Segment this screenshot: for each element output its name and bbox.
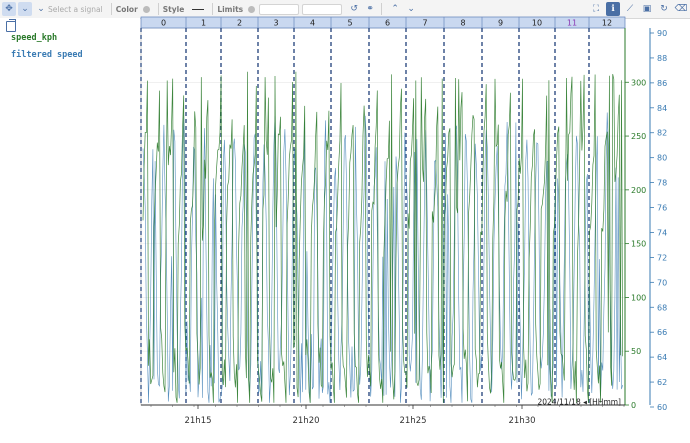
segment-label: 9 <box>498 19 503 28</box>
tick-label-right: 50 <box>631 347 641 356</box>
divider <box>381 3 383 15</box>
refresh-icon[interactable]: ↻ <box>660 4 668 14</box>
segment-label: 4 <box>310 19 315 28</box>
arrow-up-icon[interactable]: ⌃ <box>391 4 399 14</box>
tick-label-far-right: 78 <box>657 179 667 188</box>
tick-label-right: 100 <box>631 293 646 302</box>
segment-label: 11 <box>567 19 577 28</box>
limit-min-input[interactable] <box>259 3 300 15</box>
tick-label-far-right: 66 <box>657 328 667 337</box>
copy-icon[interactable] <box>6 19 16 32</box>
segment-label: 10 <box>532 19 542 28</box>
segment-label: 2 <box>237 19 242 28</box>
divider <box>110 3 112 15</box>
link-icon[interactable]: ⚭ <box>366 4 374 14</box>
style-line-icon[interactable] <box>192 8 205 10</box>
legend-filtered-speed[interactable]: filtered speed <box>11 50 83 60</box>
tick-label-far-right: 86 <box>657 79 667 88</box>
save-icon[interactable]: ▣ <box>642 4 652 14</box>
tick-label-far-right: 70 <box>657 278 667 287</box>
divider <box>212 3 214 15</box>
chart-icon[interactable]: ⟋ <box>626 4 634 14</box>
tick-label-far-right: 90 <box>657 29 667 38</box>
tick-label-far-right: 68 <box>657 303 667 312</box>
style-label: Style <box>162 4 185 14</box>
tick-label-far-right: 72 <box>657 253 667 262</box>
reset-icon[interactable]: ↺ <box>350 4 358 14</box>
tick-label-right: 250 <box>631 132 646 141</box>
tick-label-right: 300 <box>631 78 646 87</box>
time-format-label: 2024/11/18 ◂ [HHmm] <box>537 398 621 407</box>
tick-label-far-right: 84 <box>657 104 667 113</box>
legend-panel: speed_kph filtered speed <box>0 18 140 443</box>
segment-label: 1 <box>201 19 206 28</box>
tick-label-far-right: 64 <box>657 353 667 362</box>
toolbar: ✥ ⌄ ⌄ Select a signal Color Style Limits… <box>0 0 690 19</box>
segment-label: 6 <box>385 19 390 28</box>
fullscreen-icon[interactable]: ⛶ <box>592 4 600 14</box>
tick-label-right: 200 <box>631 186 646 195</box>
limits-label: Limits <box>217 4 244 14</box>
tick-label-right: 150 <box>631 240 646 249</box>
tick-label-far-right: 76 <box>657 204 667 213</box>
tick-label-far-right: 80 <box>657 154 667 163</box>
tick-label-far-right: 62 <box>657 378 667 387</box>
x-tick-label: 21h15 <box>184 416 211 426</box>
signal-select[interactable]: Select a signal <box>48 4 103 14</box>
segment-label: 3 <box>273 19 278 28</box>
limits-info-icon <box>248 5 256 13</box>
segment-label: 8 <box>460 19 465 28</box>
series-speed-kph <box>142 71 623 403</box>
trash-icon[interactable]: ⌫ <box>674 4 688 14</box>
x-tick-label: 21h30 <box>508 416 535 426</box>
series-filtered-speed <box>142 112 623 403</box>
x-tick-label: 21h20 <box>292 416 319 426</box>
info-icon[interactable]: ℹ <box>606 2 620 16</box>
x-tick-label: 21h25 <box>399 416 426 426</box>
tick-label-far-right: 60 <box>657 403 667 412</box>
segment-label: 12 <box>602 19 612 28</box>
limit-max-input[interactable] <box>302 3 343 15</box>
color-swatch[interactable] <box>142 5 150 13</box>
tick-label-far-right: 82 <box>657 129 667 138</box>
tick-label-far-right: 74 <box>657 228 667 237</box>
color-label: Color <box>115 4 138 14</box>
move-icon[interactable]: ✥ <box>2 2 16 16</box>
tick-label-far-right: 88 <box>657 54 667 63</box>
toolbar-right: ⛶ ℹ ⟋ ▣ ↻ ⌫ <box>586 2 688 16</box>
segment-label: 0 <box>161 19 166 28</box>
arrow-down-icon[interactable]: ⌄ <box>407 4 415 14</box>
collapse-icon[interactable]: ⌄ <box>18 2 32 16</box>
segment-label: 7 <box>422 19 427 28</box>
legend-speed-kph[interactable]: speed_kph <box>11 33 58 43</box>
tick-label-right: 0 <box>631 401 636 410</box>
divider <box>157 3 159 15</box>
segment-12[interactable] <box>588 16 626 29</box>
segment-label: 5 <box>347 19 352 28</box>
expand-icon[interactable]: ⌄ <box>37 4 45 14</box>
